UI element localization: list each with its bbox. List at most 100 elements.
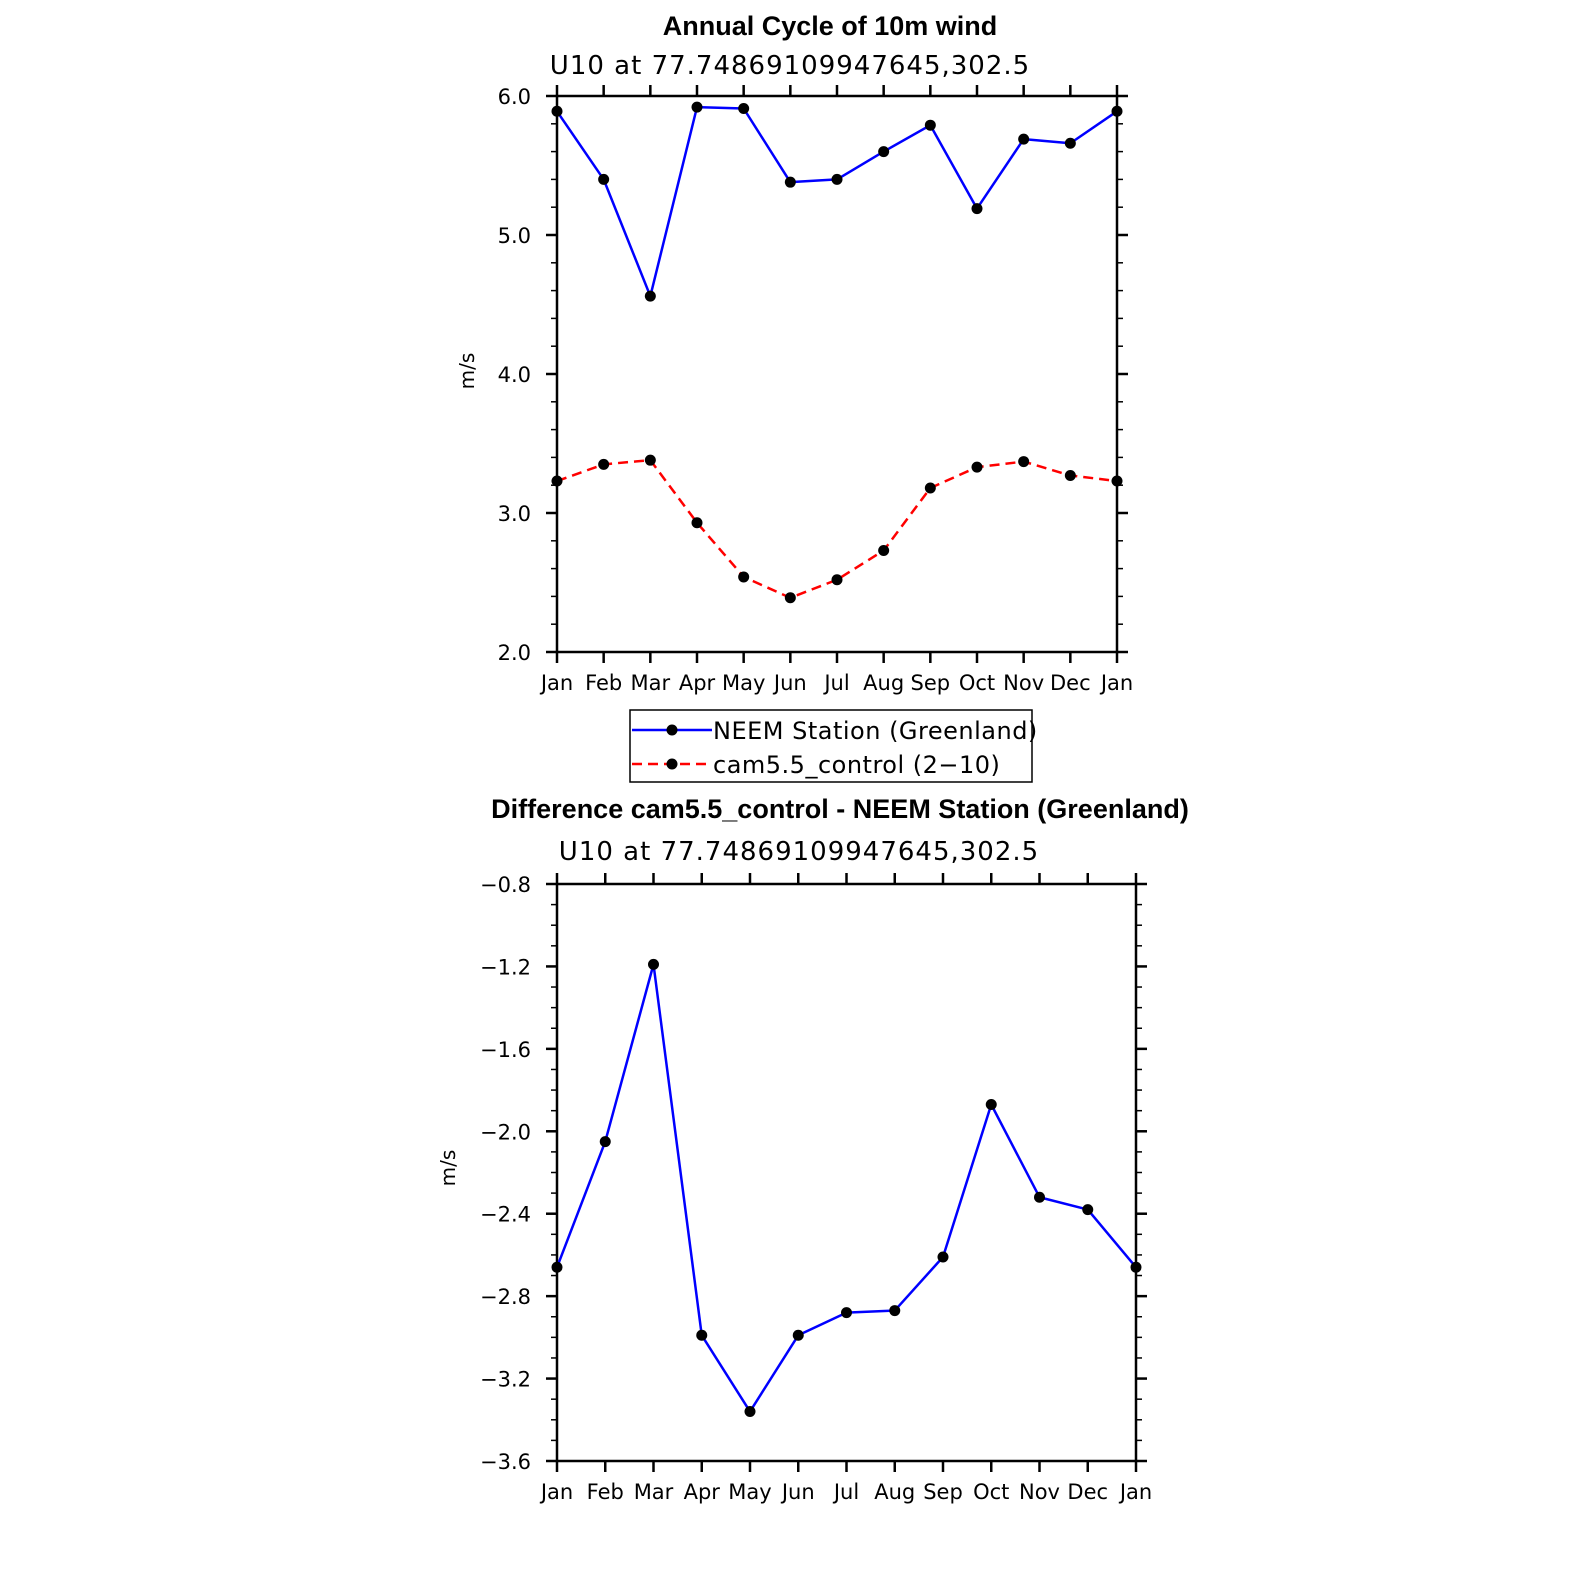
chart-title: Difference cam5.5_control - NEEM Station… [491,794,1189,824]
data-point [1130,1261,1142,1273]
y-tick-label: 6.0 [498,85,531,109]
data-point [744,1406,756,1418]
legend-label-cam: cam5.5_control (2−10) [713,751,1000,779]
y-tick-label: −2.4 [480,1203,531,1227]
data-point [784,592,796,604]
data-point [691,101,703,113]
x-tick-label: Dec [1067,1480,1108,1504]
data-point [738,103,750,115]
x-tick-label: Dec [1050,671,1091,695]
data-point [841,1307,852,1319]
data-point [831,574,843,586]
x-tick-label: Mar [631,671,671,695]
data-point [598,458,610,470]
x-tick-label: Feb [585,671,622,695]
data-point [784,176,796,188]
chart-subtitle: U10 at 77.74869109947645,302.5 [559,837,1039,867]
y-tick-label: −3.2 [480,1368,531,1392]
y-tick-label: 3.0 [498,502,531,526]
legend-box [629,709,1033,783]
y-tick-label: −1.2 [480,955,531,979]
data-point [831,173,843,185]
y-tick-label: −2.8 [480,1285,531,1309]
plot-axes: Jan Feb Mar Apr May Jun Jul Aug Sep Oct Nov Dec Jan−… [480,873,1152,1504]
legend-entry-neem: NEEM Station (Greenland) [632,717,1038,745]
plot-axes: Jan Feb Mar Apr May Jun Jul Aug Sep Oct Nov Dec Jan 2… [498,85,1133,695]
data-point [691,517,703,529]
plot-marks [551,101,1123,604]
x-tick-label: Jan [539,1480,573,1504]
x-tick-label: Aug [863,671,904,695]
data-point [971,461,983,473]
y-tick-label: 2.0 [498,641,531,665]
data-point [937,1251,949,1263]
data-point [551,475,563,487]
y-tick-label: 4.0 [498,363,531,387]
data-point [1034,1191,1045,1203]
data-point [971,203,983,215]
annual-cycle-chart: Annual Cycle of 10m wind U10 at 77.74869… [455,11,1133,695]
x-tick-label: Mar [634,1480,674,1504]
y-tick-label: −3.6 [480,1450,531,1474]
x-tick-label: Oct [973,1480,1009,1504]
data-point [792,1329,804,1341]
data-point [878,146,890,158]
x-tick-label: Nov [1019,1480,1060,1504]
data-point [644,454,656,466]
plot-marks [551,958,1142,1418]
chart-subtitle: U10 at 77.74869109947645,302.5 [550,51,1030,81]
legend: NEEM Station (Greenland) cam5.5_control … [629,709,1038,783]
y-tick-label: −1.6 [480,1038,531,1062]
data-point [551,1261,563,1273]
legend-entry-cam: cam5.5_control (2−10) [632,751,1000,779]
data-point [1064,469,1076,481]
data-point [1018,133,1030,145]
plot-frame [555,882,1138,1463]
data-point [644,290,656,302]
x-tick-label: May [728,1480,771,1504]
y-tick-label: −2.0 [480,1120,531,1144]
difference-chart: Difference cam5.5_control - NEEM Station… [436,794,1189,1504]
data-point [696,1329,708,1341]
data-point [648,958,659,970]
y-axis-label: m/s [455,353,479,390]
x-tick-label: Jan [1118,1480,1152,1504]
data-point [738,571,750,583]
x-tick-label: Jan [539,671,573,695]
x-tick-label: Feb [587,1480,624,1504]
x-tick-label: Jan [1099,671,1133,695]
y-axis-label: m/s [436,1150,460,1187]
chart-title: Annual Cycle of 10m wind [663,11,998,41]
x-tick-label: Jul [832,1480,859,1504]
x-tick-label: Sep [911,671,951,695]
legend-marker-neem [666,724,678,736]
y-tick-label: −0.8 [480,873,531,897]
data-point [924,119,936,131]
x-tick-label: Sep [923,1480,963,1504]
x-tick-label: Jun [772,671,807,695]
data-point [878,545,890,557]
data-point [1064,137,1076,149]
y-tick-label: 5.0 [498,224,531,248]
data-point [1111,475,1123,487]
x-tick-label: Apr [684,1480,721,1504]
series-line-0 [555,963,1137,1413]
data-point [924,482,936,494]
data-point [1018,456,1030,468]
data-point [598,173,610,185]
data-point [599,1136,611,1148]
data-point [551,105,563,117]
x-tick-label: Apr [679,671,716,695]
x-tick-label: Oct [959,671,995,695]
legend-label-neem: NEEM Station (Greenland) [713,717,1038,745]
series-line-0 [555,105,1118,298]
x-tick-label: Jun [780,1480,815,1504]
x-tick-label: Nov [1003,671,1044,695]
data-point [1082,1204,1094,1216]
x-tick-label: Aug [874,1480,915,1504]
data-point [1111,105,1123,117]
x-tick-label: Jul [822,671,849,695]
legend-marker-cam [666,758,678,770]
data-point [889,1305,901,1317]
